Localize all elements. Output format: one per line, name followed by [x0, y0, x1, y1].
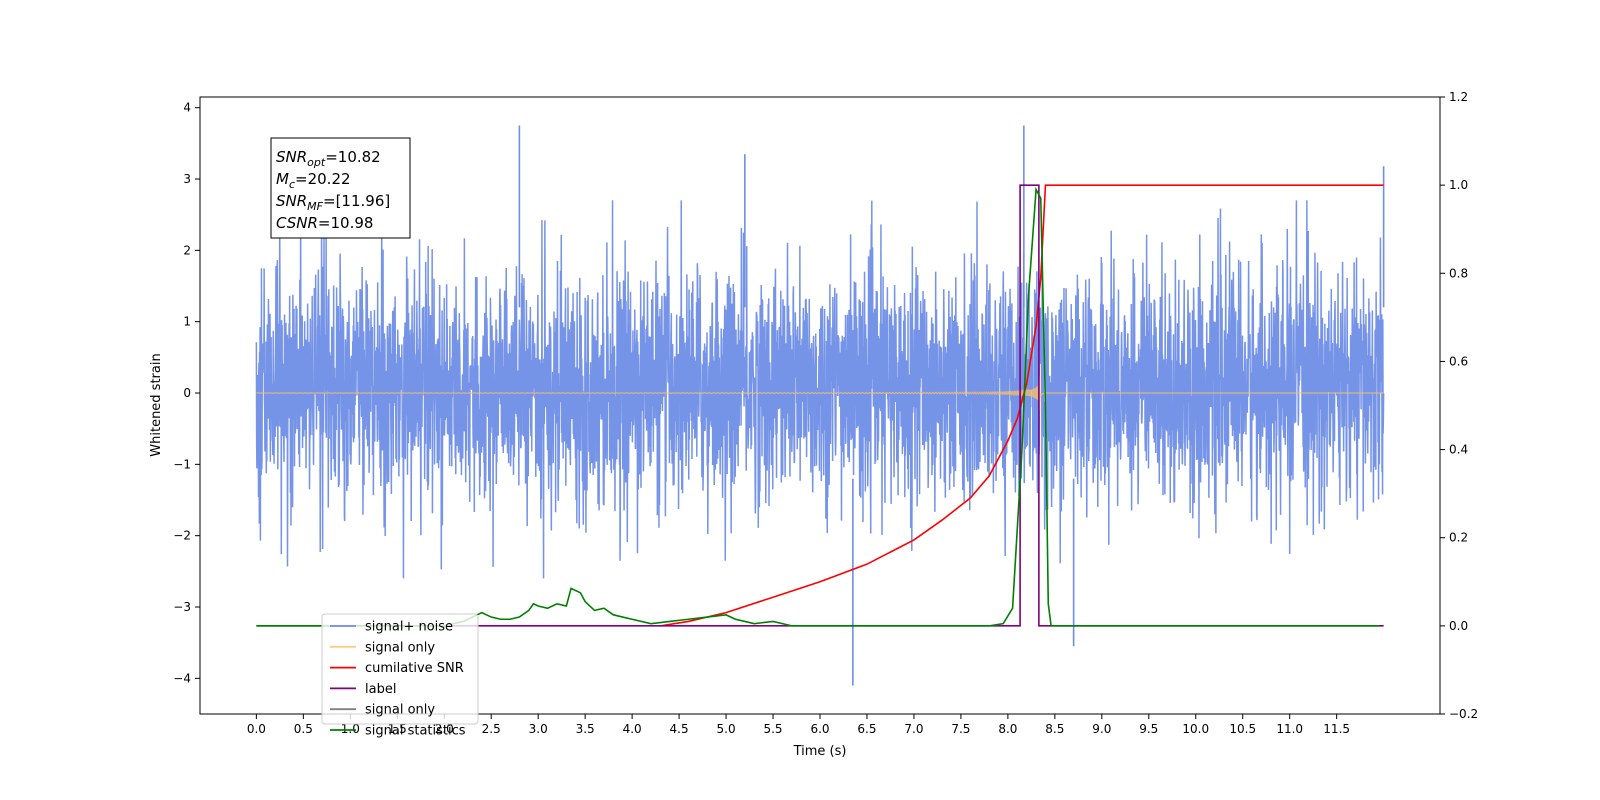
x-tick-label: 6.5 — [857, 722, 876, 736]
y-tick-label-left: 4 — [183, 101, 191, 115]
info-line: SNRopt=10.82 — [276, 148, 381, 169]
y-tick-label-left: 2 — [183, 243, 191, 257]
x-tick-label: 11.0 — [1276, 722, 1303, 736]
y-tick-label-right: 0.0 — [1449, 619, 1468, 633]
legend-label: cumilative SNR — [365, 661, 464, 676]
legend-frame — [321, 613, 479, 725]
x-tick-label: 4.0 — [623, 722, 642, 736]
y-axis-left: −4 −3 −2 −1 0 1 2 3 4 — [173, 101, 200, 685]
legend-label: signal statistics — [365, 724, 466, 739]
y-axis-label: Whitened strain — [149, 353, 164, 456]
y-tick-label-right: 1.0 — [1449, 178, 1468, 192]
y-tick-label-right: 0.6 — [1449, 354, 1468, 368]
info-line: SNRMF=[11.96] — [276, 192, 390, 213]
y-tick-label-left: 3 — [183, 172, 191, 186]
x-tick-label: 0.5 — [294, 722, 313, 736]
x-axis-label: Time (s) — [793, 744, 847, 759]
y-tick-label-left: −2 — [173, 529, 191, 543]
info-box: SNRopt=10.82Mc=20.22SNRMF=[11.96]CSNR=10… — [270, 137, 411, 239]
series-cumilative-snr — [660, 184, 1384, 627]
x-tick-label: 9.0 — [1092, 722, 1111, 736]
y-tick-label-left: 1 — [183, 315, 191, 329]
x-tick-label: 5.0 — [717, 722, 736, 736]
y-tick-label-left: 0 — [183, 386, 191, 400]
x-tick-label: 1.0 — [341, 722, 360, 736]
legend-label: signal+ noise — [365, 620, 453, 635]
x-tick-label: 4.5 — [670, 722, 689, 736]
x-tick-label: 10.0 — [1182, 722, 1209, 736]
y-tick-label-right: 0.8 — [1449, 266, 1468, 280]
x-tick-label: 11.5 — [1323, 722, 1350, 736]
series-layer — [255, 125, 1385, 686]
legend-label: label — [365, 682, 396, 697]
y-tick-label-right: 0.2 — [1449, 531, 1468, 545]
y-tick-label-right: −0.2 — [1449, 707, 1478, 721]
y-axis-right: −0.2 0.0 0.2 0.4 0.6 0.8 1.0 1.2 — [1440, 90, 1478, 721]
series-signal-only — [256, 376, 1384, 411]
legend-label: signal only — [365, 703, 435, 718]
legend-label: signal only — [365, 640, 435, 655]
x-tick-label: 2.0 — [435, 722, 454, 736]
x-tick-label: 3.0 — [529, 722, 548, 736]
x-tick-label: 8.5 — [1045, 722, 1064, 736]
x-tick-label: 3.5 — [576, 722, 595, 736]
y-tick-label-right: 0.4 — [1449, 443, 1468, 457]
info-line: CSNR=10.98 — [276, 214, 373, 232]
info-box-frame — [270, 137, 411, 239]
x-axis: 0.0 0.5 1.0 1.5 2.0 2.5 3.0 3.5 4.0 4.5 5.0 5.5 6.0 6… — [247, 714, 1350, 736]
y-tick-label-left: −1 — [173, 457, 191, 471]
x-tick-label: 0.0 — [247, 722, 266, 736]
x-tick-label: 6.0 — [810, 722, 829, 736]
x-tick-label: 9.5 — [1139, 722, 1158, 736]
x-tick-label: 7.0 — [904, 722, 923, 736]
series-signal-statistics — [256, 186, 1379, 627]
x-tick-label: 7.5 — [951, 722, 970, 736]
y-tick-label-left: −4 — [173, 671, 191, 685]
x-tick-label: 10.5 — [1229, 722, 1256, 736]
x-tick-label: 8.0 — [998, 722, 1017, 736]
y-tick-label-left: −3 — [173, 600, 191, 614]
legend: signal+ noise signal only cumilative SNR la… — [321, 613, 479, 739]
info-line: Mc=20.22 — [276, 170, 351, 191]
series-signal-noise — [255, 200, 1385, 579]
x-tick-label: 5.5 — [763, 722, 782, 736]
x-tick-label: 2.5 — [482, 722, 501, 736]
y-tick-label-right: 1.2 — [1449, 90, 1468, 104]
x-tick-label: 1.5 — [388, 722, 407, 736]
